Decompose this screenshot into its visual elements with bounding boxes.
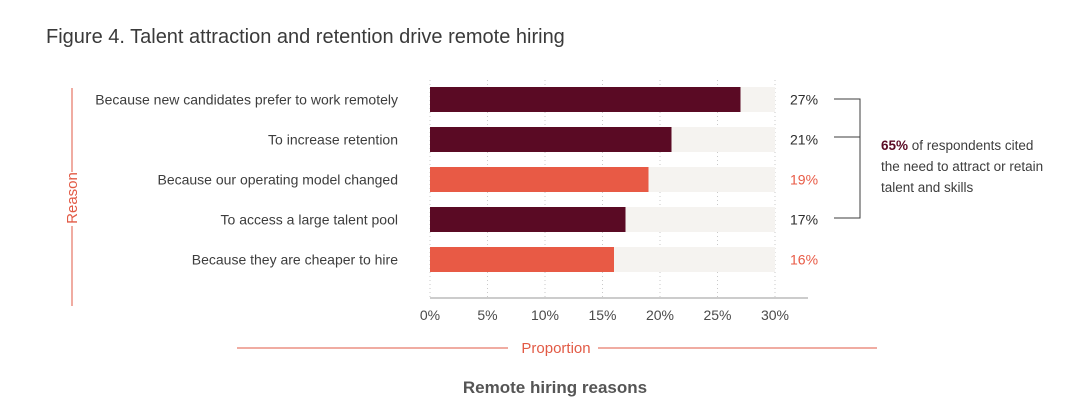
category-label: Because new candidates prefer to work re… — [95, 92, 398, 108]
value-label: 27% — [790, 92, 818, 108]
bar — [430, 207, 626, 232]
x-axis-title: Proportion — [521, 340, 590, 357]
bars-group — [430, 87, 775, 272]
value-labels: 27% 21% 19% 17% 16% — [790, 92, 818, 268]
bar — [430, 127, 672, 152]
bar — [430, 167, 649, 192]
value-label: 17% — [790, 212, 818, 228]
group-bracket — [834, 98, 861, 219]
x-tick-labels: 0% 5% 10% 15% 20% 25% 30% — [420, 307, 789, 323]
category-labels: Because new candidates prefer to work re… — [95, 92, 398, 268]
x-tick-label: 15% — [588, 307, 616, 323]
x-tick-label: 25% — [703, 307, 731, 323]
category-label: Because they are cheaper to hire — [192, 252, 398, 268]
figure-title: Figure 4. Talent attraction and retentio… — [46, 26, 565, 48]
bar — [430, 247, 614, 272]
annotation-line-1: 65% of respondents cited — [881, 138, 1033, 153]
x-tick-label: 20% — [646, 307, 674, 323]
value-label: 19% — [790, 172, 818, 188]
x-tick-label: 30% — [761, 307, 789, 323]
x-tick-label: 10% — [531, 307, 559, 323]
annotation-highlight: 65% — [881, 138, 908, 153]
chart-title: Remote hiring reasons — [463, 378, 647, 397]
annotation-line-3: talent and skills — [881, 180, 974, 195]
value-label: 21% — [790, 132, 818, 148]
category-label: Because our operating model changed — [157, 172, 398, 188]
bar — [430, 87, 741, 112]
category-label: To increase retention — [268, 132, 398, 148]
value-label: 16% — [790, 252, 818, 268]
annotation-line-1-text: of respondents cited — [908, 138, 1033, 153]
x-tick-label: 0% — [420, 307, 440, 323]
x-tick-label: 5% — [477, 307, 497, 323]
y-axis-title: Reason — [64, 172, 81, 224]
annotation-line-2: the need to attract or retain — [881, 159, 1043, 174]
category-label: To access a large talent pool — [221, 212, 398, 228]
